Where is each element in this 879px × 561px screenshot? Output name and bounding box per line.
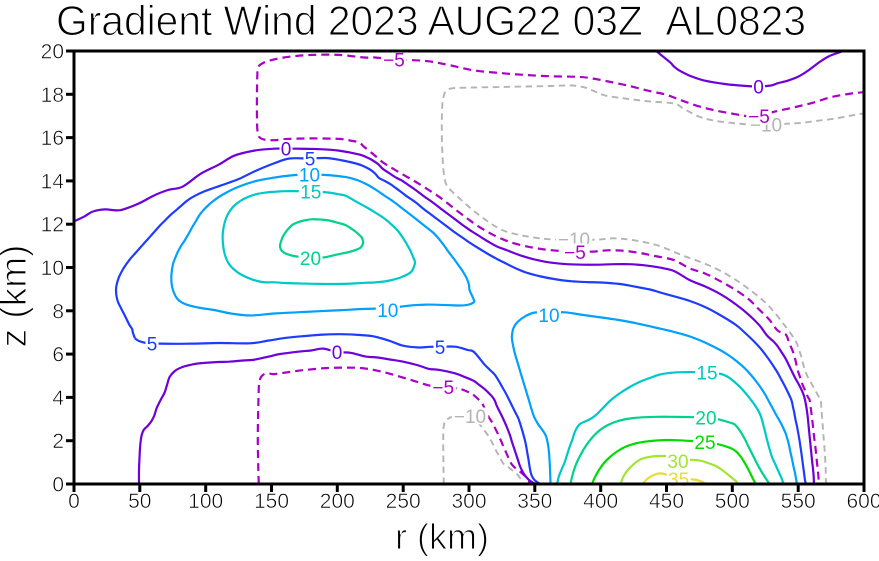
svg-text:Gradient Wind 2023 AUG22 03Z: Gradient Wind 2023 AUG22 03Z AL0823	[56, 0, 806, 44]
svg-text:15: 15	[300, 182, 321, 203]
svg-text:25: 25	[694, 433, 715, 454]
svg-text:250: 250	[386, 490, 421, 513]
svg-text:30: 30	[667, 452, 688, 473]
svg-text:150: 150	[254, 490, 289, 513]
svg-text:600: 600	[846, 490, 879, 513]
svg-text:z (km): z (km)	[0, 245, 34, 348]
svg-text:300: 300	[451, 490, 486, 513]
svg-text:0: 0	[52, 474, 64, 497]
svg-text:10: 10	[41, 257, 64, 280]
svg-text:10: 10	[538, 306, 559, 327]
svg-text:550: 550	[781, 490, 816, 513]
svg-text:−5: −5	[383, 51, 405, 72]
svg-text:18: 18	[41, 84, 64, 107]
svg-text:0: 0	[281, 140, 292, 161]
svg-text:200: 200	[320, 490, 355, 513]
svg-text:16: 16	[41, 127, 64, 150]
svg-text:8: 8	[52, 300, 64, 323]
svg-text:14: 14	[41, 170, 65, 193]
svg-text:−5: −5	[564, 243, 586, 264]
svg-text:12: 12	[41, 214, 64, 237]
svg-text:450: 450	[649, 490, 684, 513]
svg-text:4: 4	[52, 387, 64, 410]
svg-text:2: 2	[52, 430, 64, 453]
svg-text:5: 5	[305, 150, 316, 171]
svg-text:0: 0	[68, 490, 80, 513]
svg-text:−5: −5	[748, 107, 770, 128]
svg-text:5: 5	[435, 338, 446, 359]
svg-text:0: 0	[753, 78, 764, 99]
svg-text:−10: −10	[454, 407, 486, 428]
svg-text:50: 50	[128, 490, 151, 513]
svg-text:5: 5	[147, 335, 158, 356]
svg-text:10: 10	[299, 165, 320, 186]
svg-text:400: 400	[583, 490, 618, 513]
svg-text:15: 15	[696, 364, 717, 385]
svg-text:20: 20	[41, 41, 64, 64]
svg-text:20: 20	[300, 249, 321, 270]
svg-text:10: 10	[377, 301, 398, 322]
svg-text:500: 500	[715, 490, 750, 513]
svg-text:0: 0	[332, 343, 343, 364]
svg-text:−5: −5	[432, 378, 454, 399]
svg-text:350: 350	[517, 490, 552, 513]
svg-text:r (km): r (km)	[395, 516, 489, 557]
svg-text:20: 20	[695, 409, 716, 430]
svg-text:6: 6	[52, 344, 64, 367]
svg-text:35: 35	[668, 470, 689, 491]
svg-text:100: 100	[188, 490, 223, 513]
